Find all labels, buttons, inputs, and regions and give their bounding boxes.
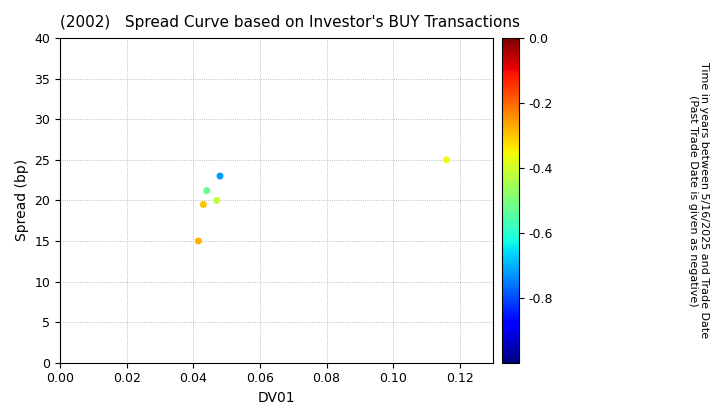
Point bbox=[441, 157, 452, 163]
Point bbox=[215, 173, 226, 179]
X-axis label: DV01: DV01 bbox=[258, 391, 295, 405]
Text: (2002)   Spread Curve based on Investor's BUY Transactions: (2002) Spread Curve based on Investor's … bbox=[60, 15, 520, 30]
Y-axis label: Time in years between 5/16/2025 and Trade Date
(Past Trade Date is given as nega: Time in years between 5/16/2025 and Trad… bbox=[688, 62, 709, 339]
Point bbox=[211, 197, 222, 204]
Y-axis label: Spread (bp): Spread (bp) bbox=[15, 159, 29, 242]
Point bbox=[192, 238, 204, 244]
Point bbox=[201, 187, 212, 194]
Point bbox=[197, 201, 209, 208]
